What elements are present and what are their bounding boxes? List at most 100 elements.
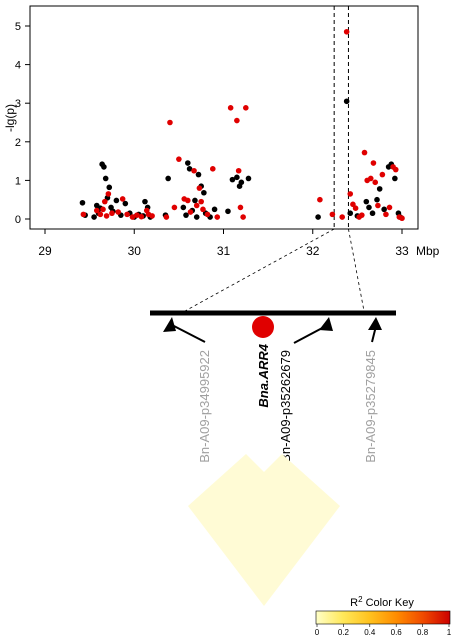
gene-label-bna-arr4: Bna.ARR4 bbox=[256, 343, 271, 407]
data-point-red bbox=[200, 206, 206, 213]
data-point-black bbox=[91, 214, 97, 220]
color-key-tick-label: 0.8 bbox=[417, 628, 429, 637]
data-point-black bbox=[192, 197, 198, 204]
x-tick-label: 31 bbox=[217, 244, 231, 258]
data-point-black bbox=[106, 184, 113, 191]
data-point-red bbox=[171, 204, 178, 211]
data-point-red bbox=[167, 119, 173, 126]
marker-label-1: Bn-A09-p34995922 bbox=[197, 350, 212, 463]
color-key-tick-label: 1 bbox=[447, 628, 452, 637]
data-point-red bbox=[149, 213, 155, 219]
data-point-red bbox=[317, 196, 323, 203]
data-point-red bbox=[347, 191, 354, 197]
data-point-red bbox=[235, 167, 242, 174]
marker-line-1 bbox=[171, 324, 206, 343]
data-point-red bbox=[198, 198, 204, 205]
zoom-line-left bbox=[184, 228, 335, 312]
y-tick-label: 1 bbox=[15, 175, 21, 187]
color-key-tick-label: 0.6 bbox=[391, 628, 403, 637]
data-point-red bbox=[93, 207, 100, 214]
data-point-red bbox=[227, 105, 234, 111]
color-key-tick-label: 0.2 bbox=[338, 628, 350, 637]
data-point-black bbox=[211, 206, 218, 213]
y-tick-label: 0 bbox=[15, 214, 21, 226]
x-tick-label: 33 bbox=[395, 244, 409, 258]
data-point-red bbox=[209, 166, 216, 172]
x-tick-label: 29 bbox=[38, 244, 52, 258]
data-point-red bbox=[138, 213, 145, 220]
y-axis: 0 1 2 3 4 5 bbox=[15, 21, 30, 226]
y-axis-label: -lg(p) bbox=[3, 104, 17, 132]
color-key: R2 Color Key 0 0.2 0.4 0.6 0.8 1 bbox=[315, 595, 452, 637]
data-point-black bbox=[193, 214, 200, 220]
data-point-black bbox=[142, 198, 148, 205]
scatter-plot: 0 1 2 3 4 5 29 30 31 32 33 -lg(p) Mbp bbox=[3, 5, 440, 258]
data-point-red bbox=[97, 211, 104, 218]
data-point-black bbox=[186, 166, 193, 172]
data-point-black bbox=[366, 204, 372, 211]
color-key-tick-label: 0 bbox=[315, 628, 320, 637]
x-tick-label: 30 bbox=[128, 244, 142, 258]
data-point-red bbox=[193, 202, 200, 209]
marker-arrow-3 bbox=[368, 317, 382, 330]
marker-line-2 bbox=[293, 325, 327, 344]
color-key-ticks: 0 0.2 0.4 0.6 0.8 1 bbox=[315, 624, 452, 637]
x-axis: 29 30 31 32 33 bbox=[38, 229, 409, 258]
data-point-red bbox=[100, 206, 106, 213]
gene-marker-bna-arr4 bbox=[252, 316, 274, 338]
data-point-red bbox=[196, 185, 203, 191]
data-point-black bbox=[201, 189, 207, 196]
data-point-red bbox=[339, 214, 346, 220]
data-point-black bbox=[376, 186, 383, 192]
data-point-black bbox=[374, 196, 380, 203]
data-point-red bbox=[185, 197, 191, 204]
data-point-red bbox=[352, 205, 359, 211]
data-point-red bbox=[370, 160, 377, 166]
data-point-black bbox=[343, 98, 350, 105]
y-tick-label: 2 bbox=[15, 137, 21, 149]
data-point-red bbox=[214, 214, 221, 220]
color-key-title: R2 Color Key bbox=[350, 595, 414, 609]
data-point-black bbox=[180, 204, 187, 211]
x-tick-label: 32 bbox=[306, 244, 320, 258]
ld-block bbox=[188, 454, 340, 606]
marker-arrow-1 bbox=[163, 317, 176, 332]
x-axis-label: Mbp bbox=[416, 244, 440, 258]
plot-frame bbox=[29, 5, 419, 230]
data-point-red bbox=[361, 149, 368, 156]
data-point-red bbox=[240, 214, 246, 220]
marker-label-2: Bn-A09-p35262679 bbox=[278, 350, 293, 463]
highlight-window bbox=[333, 6, 349, 229]
data-point-red bbox=[379, 171, 386, 178]
data-point-black bbox=[234, 174, 240, 181]
data-point-black bbox=[101, 164, 107, 170]
data-point-black bbox=[347, 210, 354, 217]
data-point-red bbox=[204, 211, 211, 218]
data-point-black bbox=[225, 208, 231, 215]
marker-line-3 bbox=[371, 325, 377, 343]
data-point-red bbox=[101, 198, 108, 205]
data-point-black bbox=[315, 214, 321, 220]
data-point-red bbox=[329, 211, 336, 218]
color-key-bar bbox=[315, 610, 451, 625]
gene-map: Bn-A09-p34995922 Bna.ARR4 Bn-A09-p352626… bbox=[150, 310, 396, 463]
data-point-red bbox=[343, 28, 350, 35]
data-point-black bbox=[392, 175, 398, 182]
data-point-red bbox=[191, 167, 197, 174]
data-point-red bbox=[187, 209, 194, 215]
data-point-black bbox=[183, 212, 189, 218]
data-point-black bbox=[363, 198, 370, 205]
data-point-black bbox=[122, 200, 129, 207]
y-tick-label: 5 bbox=[15, 21, 21, 33]
data-point-red bbox=[386, 204, 393, 211]
data-point-black bbox=[102, 175, 109, 182]
data-point-black bbox=[195, 171, 202, 178]
data-point-red bbox=[383, 211, 389, 218]
data-point-red bbox=[134, 212, 140, 218]
data-point-red bbox=[103, 213, 110, 219]
data-point-black bbox=[369, 210, 376, 217]
data-point-red bbox=[234, 117, 240, 124]
data-point-red bbox=[367, 175, 374, 182]
zoom-connectors bbox=[184, 228, 365, 312]
